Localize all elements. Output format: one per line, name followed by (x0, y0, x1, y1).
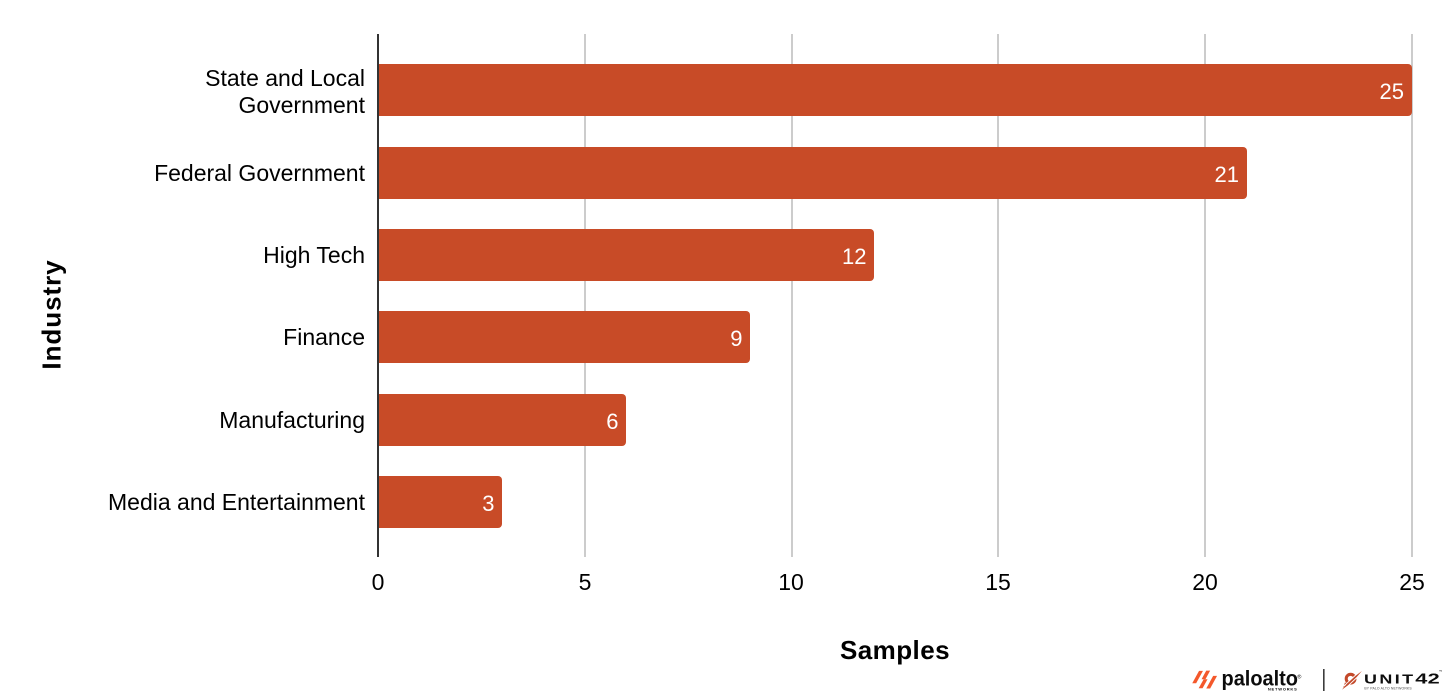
svg-text:paloalto: paloalto (1222, 667, 1299, 690)
svg-text:UNIT: UNIT (1364, 673, 1416, 687)
svg-text:BY PALO ALTO NETWORKS: BY PALO ALTO NETWORKS (1364, 686, 1412, 690)
svg-text:®: ® (1297, 674, 1302, 681)
svg-text:NETWORKS: NETWORKS (1268, 686, 1298, 691)
svg-text:42: 42 (1415, 670, 1440, 687)
svg-text:™: ™ (1439, 670, 1443, 674)
